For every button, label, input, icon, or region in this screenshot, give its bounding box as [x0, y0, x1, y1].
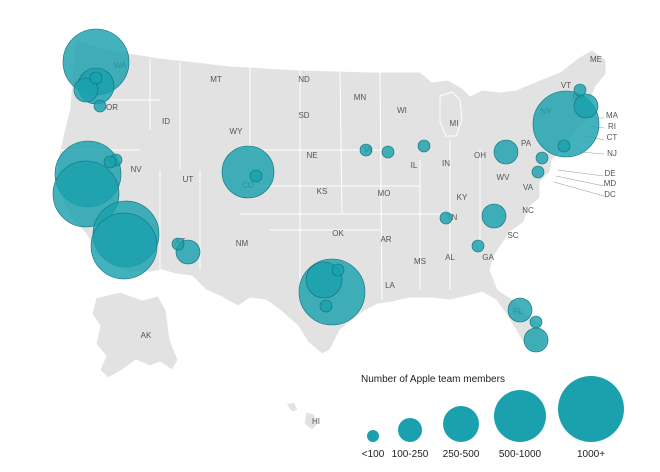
state-label-al: AL: [445, 253, 455, 262]
legend-label-3: 500-1000: [499, 449, 542, 460]
location-bubble-wa: [73, 77, 99, 103]
state-label-ms: MS: [414, 257, 426, 266]
location-bubble-tx: [331, 263, 345, 277]
state-label-sc: SC: [507, 231, 518, 240]
state-label-ri: RI: [608, 122, 616, 131]
legend-title: Number of Apple team members: [361, 374, 505, 385]
state-label-ga: GA: [482, 253, 494, 262]
legend-bubble-2: [443, 406, 479, 442]
state-label-ky: KY: [457, 193, 468, 202]
location-bubble-ia: [359, 143, 373, 157]
legend-bubble-0: [367, 430, 379, 442]
state-label-me: ME: [590, 55, 602, 64]
state-label-nm: NM: [236, 239, 249, 248]
legend-bubble-1: [398, 418, 422, 442]
location-bubble-ct: [557, 139, 571, 153]
state-label-mi: MI: [450, 119, 459, 128]
location-bubbles: [52, 28, 600, 353]
state-label-mn: MN: [354, 93, 367, 102]
state-label-ks: KS: [317, 187, 328, 196]
state-label-or: OR: [106, 103, 118, 112]
legend-items: <100 100-250 250-500 500-1000 1000+: [362, 376, 624, 460]
location-bubble-ia: [381, 145, 395, 159]
location-bubble-tx: [319, 299, 333, 313]
location-bubble-ca: [90, 212, 158, 280]
state-label-pa: PA: [521, 139, 532, 148]
state-label-ak: AK: [141, 331, 152, 340]
legend-label-2: 250-500: [443, 449, 480, 460]
state-label-mo: MO: [378, 189, 391, 198]
state-label-nv: NV: [130, 165, 142, 174]
state-label-wi: WI: [397, 106, 407, 115]
state-label-la: LA: [385, 281, 395, 290]
state-label-ct: CT: [607, 133, 618, 142]
state-label-vt: VT: [561, 81, 571, 90]
legend-bubble-3: [494, 390, 546, 442]
state-label-md: MD: [604, 179, 617, 188]
state-label-in: IN: [442, 159, 450, 168]
alaska-land: [91, 291, 179, 379]
state-label-nj: NJ: [607, 149, 617, 158]
state-label-va: VA: [523, 183, 534, 192]
state-label-hi: HI: [312, 417, 320, 426]
hawaii-land: [285, 401, 319, 431]
location-bubble-nv: [103, 155, 117, 169]
location-bubble-or: [89, 71, 103, 85]
state-label-ok: OK: [332, 229, 344, 238]
location-bubble-fl: [529, 315, 543, 329]
state-label-id: ID: [162, 117, 170, 126]
location-bubble-co: [221, 145, 275, 199]
state-label-ma: MA: [606, 111, 619, 120]
state-label-nc: NC: [522, 206, 534, 215]
state-label-ar: AR: [380, 235, 391, 244]
state-label-de: DE: [604, 169, 615, 178]
legend-label-4: 1000+: [577, 449, 605, 460]
state-label-mt: MT: [210, 75, 222, 84]
location-bubble-wa: [93, 99, 107, 113]
state-label-ne: NE: [306, 151, 317, 160]
location-bubble-az: [171, 237, 185, 251]
state-label-dc: DC: [604, 190, 616, 199]
state-label-oh: OH: [474, 151, 486, 160]
location-bubble-ga: [471, 239, 485, 253]
state-label-nd: ND: [298, 75, 310, 84]
location-bubble-co: [249, 169, 263, 183]
location-bubble-fl: [507, 297, 533, 323]
michigan-land: [439, 91, 463, 137]
legend-bubble-4: [558, 376, 624, 442]
location-bubble-fl: [523, 327, 549, 353]
legend-label-1: 100-250: [392, 449, 429, 460]
location-bubble-nj: [535, 151, 549, 165]
state-label-il: IL: [411, 161, 418, 170]
legend-label-0: <100: [362, 449, 385, 460]
state-label-sd: SD: [298, 111, 309, 120]
state-label-wv: WV: [497, 173, 511, 182]
state-label-ut: UT: [183, 175, 194, 184]
location-bubble-oh: [493, 139, 519, 165]
location-bubble-nh: [573, 83, 587, 97]
legend: Number of Apple team members <100 100-250…: [361, 374, 624, 460]
location-bubble-tn: [439, 211, 453, 225]
location-bubble-ma: [573, 93, 599, 119]
state-label-wy: WY: [230, 127, 244, 136]
land-layer: [57, 39, 607, 431]
location-bubble-il: [417, 139, 431, 153]
location-bubble-nc: [481, 203, 507, 229]
location-bubble-va: [531, 165, 545, 179]
